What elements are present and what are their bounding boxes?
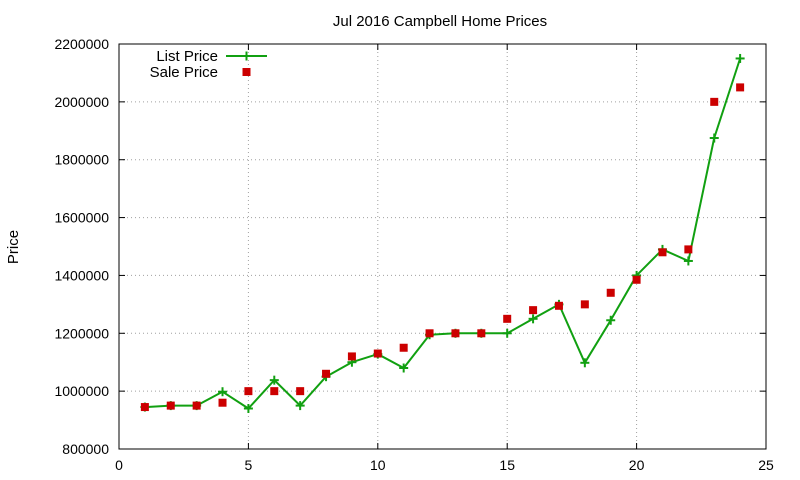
x-tick-label: 15 [499, 457, 515, 473]
x-tick-label: 0 [115, 457, 123, 473]
sale-price-point [580, 300, 589, 309]
sale-price-point [270, 387, 279, 396]
list-price-point [269, 375, 279, 385]
sale-price-point [166, 401, 175, 410]
y-tick-label: 1400000 [54, 267, 109, 283]
series-sale-price [140, 83, 745, 412]
sale-price-point [684, 245, 693, 254]
sale-price-point [192, 401, 201, 410]
sale-price-point [451, 329, 460, 338]
axis-ticks: 0 5 10 15 20 25 800000 1000000 1200000 1400000 160… [54, 36, 774, 473]
sale-price-point [606, 288, 615, 297]
y-axis-label: Price [5, 230, 22, 264]
list-price-point [243, 404, 253, 413]
x-tick-label: 25 [758, 457, 774, 473]
legend-label-0: List Price [156, 48, 218, 65]
y-tick-label: 1200000 [54, 325, 109, 341]
y-tick-label: 1000000 [54, 383, 109, 399]
sale-price-point [503, 314, 512, 323]
x-tick-label: 20 [629, 457, 645, 473]
list-price-point [218, 387, 228, 397]
sale-price-point [347, 352, 356, 361]
list-price-point [606, 315, 616, 325]
list-price-point [528, 314, 538, 324]
list-price-line [144, 58, 742, 410]
y-tick-label: 2200000 [54, 36, 109, 52]
sale-price-point [322, 369, 331, 378]
sale-price-point [658, 248, 667, 257]
sale-price-point [373, 349, 382, 358]
list-price-point [580, 358, 590, 368]
list-price-point [735, 53, 745, 63]
sale-price-point [710, 97, 719, 106]
legend-swatch-marker [242, 51, 251, 61]
sale-price-point [529, 306, 538, 315]
series-layer [140, 53, 745, 413]
legend-swatch-square [242, 68, 251, 76]
series-list-price [140, 53, 745, 413]
sale-price-point [140, 403, 149, 412]
plot-border [118, 43, 767, 450]
sale-price-point [554, 301, 563, 310]
sale-price-point [218, 398, 227, 407]
sale-price-point [399, 343, 408, 352]
list-price-point [683, 256, 693, 266]
y-tick-label: 1800000 [54, 152, 109, 168]
list-price-point [399, 363, 409, 373]
chart-title: Jul 2016 Campbell Home Prices [333, 13, 547, 30]
list-price-point [502, 328, 512, 338]
list-price-point [709, 133, 719, 143]
x-tick-label: 5 [245, 457, 253, 473]
sale-price-point [736, 83, 745, 92]
grid-lines [119, 44, 766, 449]
sale-price-point [632, 275, 641, 284]
y-tick-label: 800000 [62, 441, 109, 457]
sale-price-point [477, 329, 486, 338]
x-tick-label: 10 [370, 457, 386, 473]
sale-price-point [244, 387, 253, 396]
y-tick-label: 2000000 [54, 94, 109, 110]
legend-label-1: Sale Price [150, 64, 218, 81]
sale-price-point [425, 329, 434, 338]
y-tick-label: 1600000 [54, 210, 109, 226]
sale-price-point [296, 387, 305, 396]
list-price-point [295, 401, 305, 411]
